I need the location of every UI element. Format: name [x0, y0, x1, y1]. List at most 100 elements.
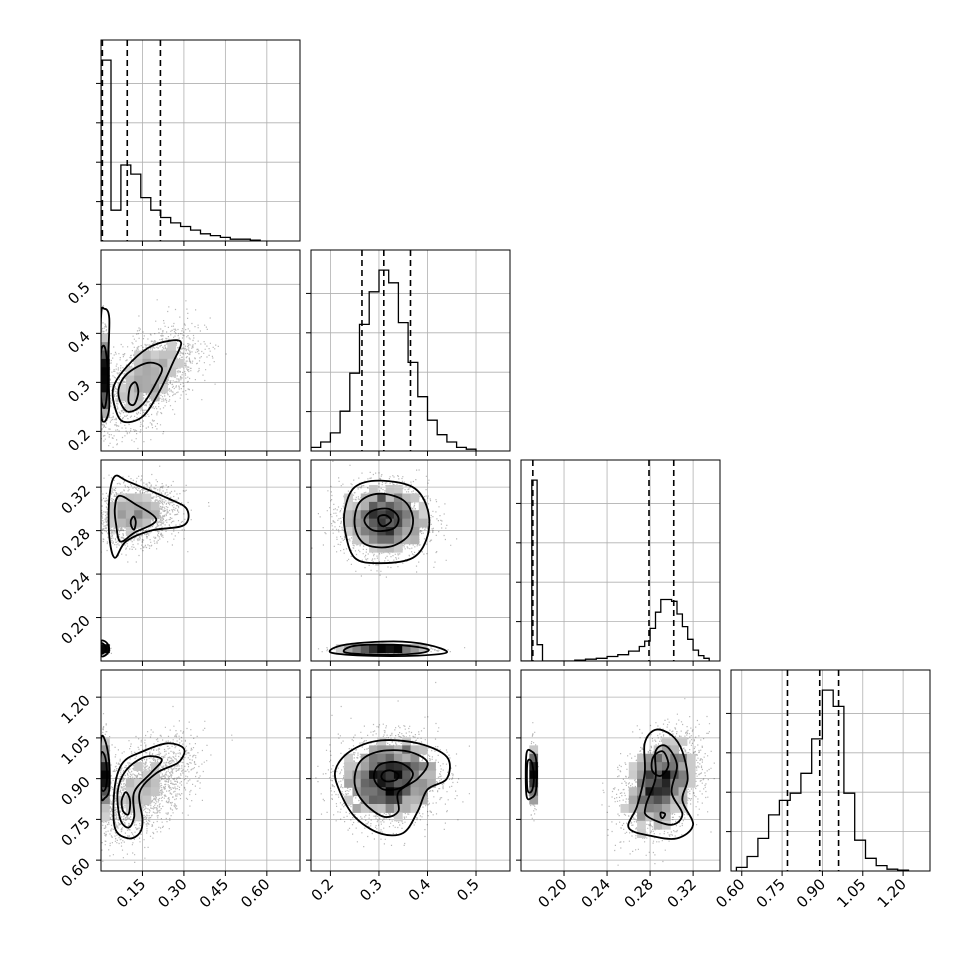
x-tick-label: 0.32: [664, 875, 700, 911]
density-cell: [645, 812, 655, 822]
contour-line: [113, 494, 158, 543]
density-cell: [360, 787, 370, 797]
density-cell: [529, 787, 539, 797]
contour-line: [380, 769, 400, 783]
density-cell: [101, 787, 110, 797]
density-cell: [377, 762, 387, 771]
density-cell: [134, 367, 143, 377]
density-cell: [385, 535, 395, 545]
density-cell: [142, 367, 152, 377]
panel-frame: [520, 459, 721, 662]
density-cell: [369, 527, 378, 536]
density-cell: [142, 501, 152, 511]
density-cell: [653, 762, 663, 771]
density-cell: [645, 778, 655, 788]
density-cell: [117, 384, 127, 393]
density-cell: [686, 770, 696, 780]
density-cell: [678, 762, 688, 771]
density-cell: [653, 778, 663, 788]
contour-line: [107, 474, 190, 559]
y-tick-label: 0.4: [64, 327, 94, 357]
density-cell: [360, 535, 370, 545]
contour-line: [524, 748, 538, 801]
density-cell: [101, 409, 110, 418]
density-cell: [410, 753, 420, 763]
density-cell: [134, 375, 143, 385]
density-cell: [125, 375, 135, 385]
x-tick-label: 0.75: [753, 875, 789, 911]
density-cell: [344, 795, 353, 805]
density-cell: [101, 804, 110, 813]
density-cell: [385, 644, 395, 654]
density-cell: [117, 510, 127, 520]
density-cell: [117, 493, 127, 503]
density-cell: [134, 518, 143, 528]
x-tick-label: 0.24: [578, 875, 614, 911]
density-cell: [661, 820, 671, 830]
density-cell: [418, 762, 428, 771]
density-cell: [150, 384, 160, 393]
density-cell: [134, 493, 143, 503]
panel-frame: [100, 459, 301, 662]
density-cell: [637, 812, 646, 822]
density-cell: [352, 510, 362, 520]
y-tick-label: 1.05: [57, 732, 93, 768]
density-cell: [670, 762, 680, 771]
density-cell: [637, 770, 646, 780]
density-cell: [678, 770, 688, 780]
density-cell: [661, 812, 671, 822]
density-cell: [101, 795, 110, 805]
density-cell: [377, 778, 387, 788]
contour-line: [328, 640, 448, 657]
density-cell: [402, 753, 411, 763]
density-cell: [369, 501, 378, 511]
x-tick-label: 0.90: [793, 875, 829, 911]
density-cell: [645, 804, 655, 813]
density-cell: [344, 762, 353, 771]
panel-3-0: [96, 669, 301, 876]
density-cell: [637, 804, 646, 813]
density-cell: [410, 745, 420, 755]
density-cell: [628, 795, 638, 805]
density-cell: [125, 392, 135, 402]
y-tick-label: 0.3: [64, 377, 94, 407]
histogram-2: [521, 479, 710, 661]
density-cell: [637, 778, 646, 788]
contour-line: [101, 751, 109, 792]
density-cell: [134, 392, 143, 402]
density-cell: [142, 375, 152, 385]
density-cell: [628, 770, 638, 780]
density-cell: [377, 501, 387, 511]
density-cell: [410, 804, 420, 813]
density-cell: [369, 778, 378, 788]
panel-content: [101, 250, 300, 451]
density-cell: [686, 753, 696, 763]
density-cell: [377, 745, 387, 755]
density-cell: [645, 762, 655, 771]
density-cell: [645, 795, 655, 805]
x-tick-label: 0.5: [453, 875, 483, 905]
density-cell: [167, 367, 177, 377]
density-cell: [369, 804, 378, 813]
density-cell: [344, 778, 353, 788]
panel-0-0: [96, 39, 301, 246]
density-cell: [385, 770, 395, 780]
contour-line: [650, 750, 670, 777]
density-cell: [410, 778, 420, 788]
contour-line: [120, 791, 132, 816]
contour-line: [353, 749, 429, 818]
panel-frame: [310, 669, 511, 872]
y-tick-label: 0.28: [57, 525, 93, 561]
y-tick-label: 0.32: [57, 481, 93, 517]
density-cell: [352, 770, 362, 780]
density-cell: [150, 350, 160, 360]
density-cell: [142, 384, 152, 393]
density-cell: [385, 485, 395, 494]
density-cell: [402, 501, 411, 511]
density-cell: [377, 804, 387, 813]
density-cell: [402, 804, 411, 813]
contour-line: [526, 758, 535, 794]
density-cell: [101, 762, 110, 771]
density-cell: [142, 795, 152, 805]
panel-1-0: [96, 249, 301, 456]
